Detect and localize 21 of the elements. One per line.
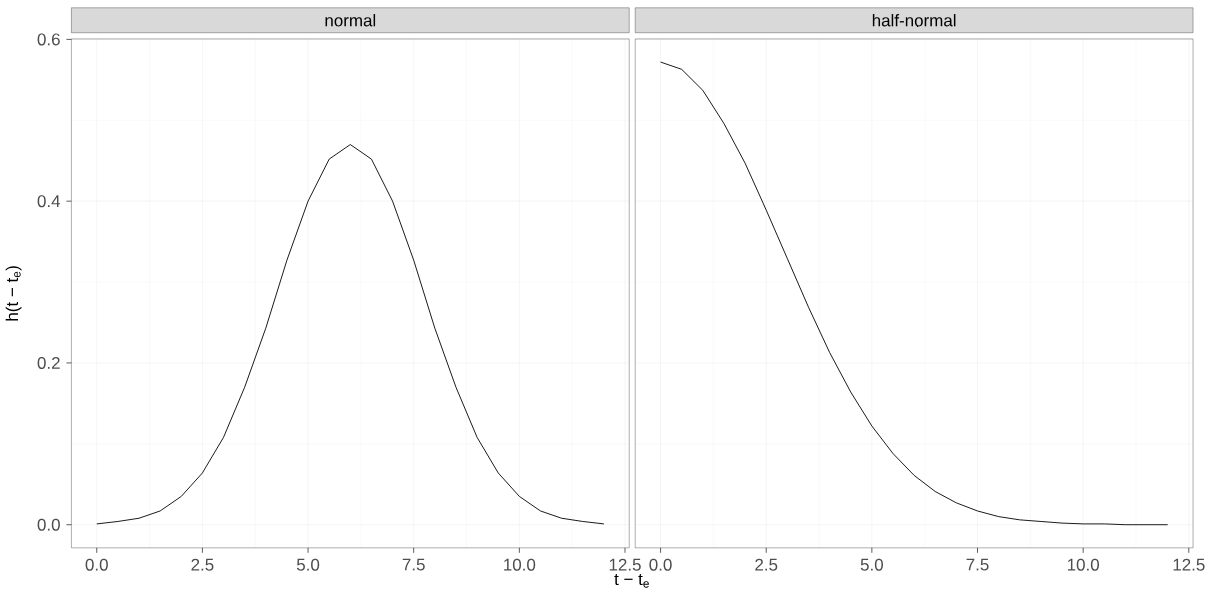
y-axis-title: h(t − t$_{e}$) [5,266,22,321]
x-tick-label: 0.0 [85,558,108,571]
x-tick-label: 12.5 [1173,558,1205,571]
x-axis-title: t − t$_{e}$ [614,574,649,588]
y-tick-label: 0.6 [37,33,60,46]
chart-title: half-normal [872,14,956,27]
x-tick-label: 2.5 [191,558,214,571]
x-tick-label: 5.0 [860,558,883,571]
x-tick-label: 0.0 [649,558,672,571]
x-tick-label: 10.0 [504,558,536,571]
x-tick-label: 5.0 [296,558,320,571]
x-tick-label: 10.0 [1067,558,1100,571]
y-tick-label: 0.4 [37,195,61,208]
y-tick-label: 0.0 [37,518,60,531]
chart-title: normal [325,14,376,27]
x-tick-label: 2.5 [755,558,778,571]
x-tick-label: 7.5 [402,558,425,571]
x-tick-label: 7.5 [966,558,989,571]
y-tick-label: 0.2 [37,357,60,370]
x-tick-label: 12.5 [609,558,641,571]
line-series [96,144,605,525]
